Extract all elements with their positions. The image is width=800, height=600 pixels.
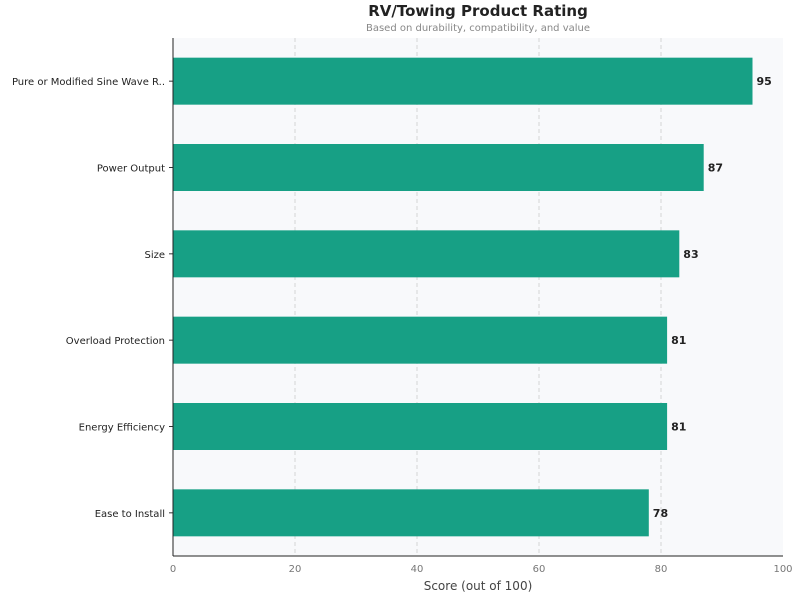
plot-background xyxy=(173,38,783,556)
data-label: 95 xyxy=(757,75,772,88)
chart-subtitle: Based on durability, compatibility, and … xyxy=(366,23,590,34)
data-label: 83 xyxy=(683,248,698,261)
chart-title: RV/Towing Product Rating xyxy=(368,2,588,20)
bar xyxy=(173,316,668,364)
bar xyxy=(173,230,680,278)
bar xyxy=(173,144,704,191)
y-tick-label: Overload Protection xyxy=(66,336,165,347)
x-tick-label: 40 xyxy=(411,564,424,575)
x-tick-label: 100 xyxy=(773,564,792,575)
data-label: 81 xyxy=(671,334,686,347)
y-tick-label: Size xyxy=(144,250,165,261)
x-tick-label: 0 xyxy=(170,564,176,575)
bar xyxy=(173,403,668,450)
y-tick-label: Pure or Modified Sine Wave R.. xyxy=(12,77,165,88)
y-tick-label: Power Output xyxy=(97,164,165,175)
bar xyxy=(173,57,753,105)
data-label: 81 xyxy=(671,421,686,434)
data-label: 87 xyxy=(708,162,723,175)
x-tick-label: 60 xyxy=(533,564,546,575)
x-tick-label: 20 xyxy=(289,564,302,575)
x-tick-label: 80 xyxy=(655,564,668,575)
data-label: 78 xyxy=(653,507,668,520)
bar xyxy=(173,489,649,537)
x-axis-label: Score (out of 100) xyxy=(424,579,533,593)
y-tick-label: Ease to Install xyxy=(95,509,165,520)
y-tick-label: Energy Efficiency xyxy=(79,423,165,434)
